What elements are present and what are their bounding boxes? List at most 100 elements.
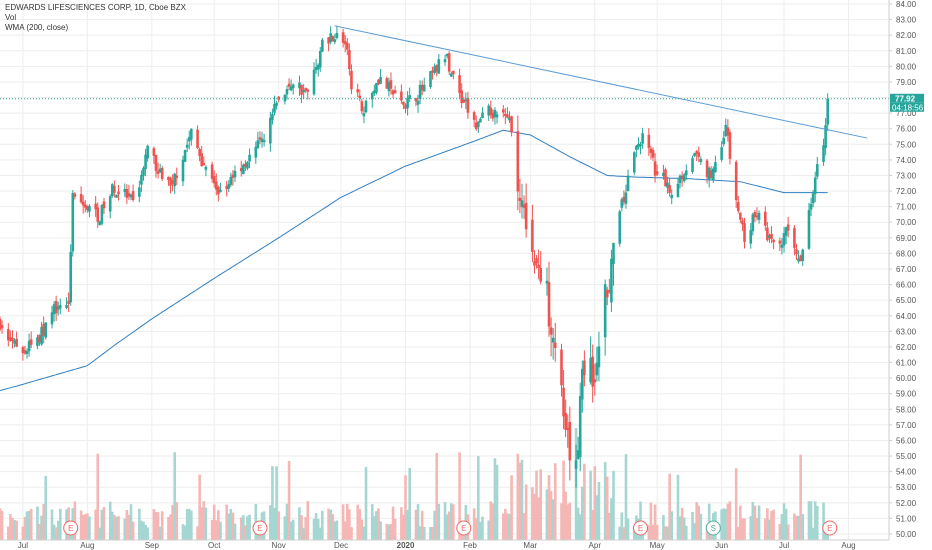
- volume-bar: [651, 524, 655, 540]
- candle-body: [826, 98, 829, 125]
- candle-body: [712, 168, 715, 181]
- candle-body: [479, 118, 482, 123]
- candle-body: [418, 84, 422, 99]
- candle-body: [79, 194, 83, 203]
- x-tick-label: Sep: [145, 541, 160, 550]
- candle-body: [169, 177, 172, 186]
- candle-body: [707, 167, 711, 180]
- candle-body: [474, 122, 478, 130]
- candle-body: [312, 69, 316, 95]
- candle-body: [449, 73, 453, 77]
- candle-body: [244, 163, 247, 168]
- volume-bar: [741, 518, 744, 540]
- volume-bar: [298, 507, 301, 540]
- candle-body: [23, 350, 27, 354]
- candle-body: [331, 36, 335, 42]
- y-tick-label: 63.00: [896, 327, 917, 336]
- candle-body: [360, 101, 364, 112]
- y-tick-label: 72.00: [896, 187, 917, 196]
- candle-body: [489, 107, 493, 116]
- candle-body: [185, 144, 189, 148]
- candle-body: [56, 306, 60, 310]
- candle-body: [345, 42, 349, 50]
- volume-bar: [564, 491, 567, 540]
- volume-legend[interactable]: Vol: [5, 13, 17, 22]
- volume-bar: [722, 508, 726, 540]
- volume-bar: [52, 524, 56, 540]
- candle-body: [306, 89, 310, 92]
- volume-bar: [809, 501, 813, 540]
- volume-bar: [568, 502, 572, 540]
- volume-bar: [225, 504, 228, 540]
- candle-body: [743, 223, 746, 242]
- volume-bar: [605, 476, 609, 540]
- candle-body: [98, 221, 102, 225]
- volume-bar: [420, 510, 424, 540]
- candle-body: [204, 166, 208, 170]
- volume-bar: [404, 475, 407, 540]
- candle-body: [662, 172, 665, 177]
- candle-body: [38, 334, 41, 343]
- volume-bar: [406, 509, 409, 540]
- candle-body: [433, 66, 436, 73]
- volume-bar: [524, 484, 528, 540]
- volume-bar: [772, 509, 775, 540]
- candle-body: [348, 50, 351, 70]
- wma-legend[interactable]: WMA (200, close): [5, 23, 69, 32]
- x-tick-label: 2020: [397, 541, 415, 550]
- candle-body: [314, 67, 318, 70]
- candle-body: [233, 170, 237, 178]
- trend-line-layer[interactable]: [334, 25, 868, 139]
- candle-body: [815, 164, 819, 177]
- volume-bar: [801, 513, 805, 540]
- candle-body: [501, 109, 505, 113]
- volume-bar: [219, 521, 222, 540]
- volume-bar: [591, 509, 594, 540]
- x-tick-label: Jul: [779, 541, 789, 550]
- volume-bar: [807, 501, 811, 540]
- candle-body: [531, 219, 534, 252]
- volume-bar: [670, 511, 674, 540]
- candle-body: [416, 100, 420, 105]
- candle-body: [7, 329, 10, 341]
- candle-body: [664, 169, 667, 187]
- volume-bar: [458, 452, 461, 540]
- symbol-title[interactable]: EDWARDS LIFESCIENCES CORP, 1D, Cboe BZX: [5, 3, 186, 12]
- candle-body: [574, 460, 578, 469]
- candle-body: [510, 116, 513, 133]
- volume-bar: [138, 508, 141, 540]
- candle-body: [289, 86, 293, 91]
- grid-layer: [0, 0, 888, 540]
- volume-bar: [501, 513, 505, 540]
- candle-body: [158, 168, 162, 173]
- volume-bar: [333, 521, 337, 540]
- y-tick-label: 76.00: [896, 125, 917, 134]
- trend-line: [334, 25, 868, 139]
- volume-bar: [316, 518, 320, 540]
- candle-body: [420, 84, 424, 91]
- candle-body: [666, 182, 669, 188]
- candle-body: [466, 98, 470, 113]
- volume-bar: [553, 463, 557, 540]
- candle-body: [327, 37, 330, 44]
- candle-body: [786, 224, 790, 231]
- volume-bar: [156, 512, 160, 540]
- candle-body: [795, 249, 798, 255]
- y-tick-label: 57.00: [896, 421, 917, 430]
- volume-bar: [181, 524, 185, 540]
- volume-bar: [580, 486, 584, 540]
- volume-bar: [273, 507, 276, 540]
- candle-body: [726, 127, 730, 136]
- candle-body: [682, 174, 686, 182]
- volume-bar: [516, 453, 520, 540]
- x-tick-label: Aug: [80, 541, 94, 550]
- y-tick-label: 81.00: [896, 47, 917, 56]
- volume-bar: [246, 516, 249, 540]
- candle-body: [283, 94, 287, 102]
- candle-body: [181, 159, 185, 182]
- candle-body: [0, 325, 4, 329]
